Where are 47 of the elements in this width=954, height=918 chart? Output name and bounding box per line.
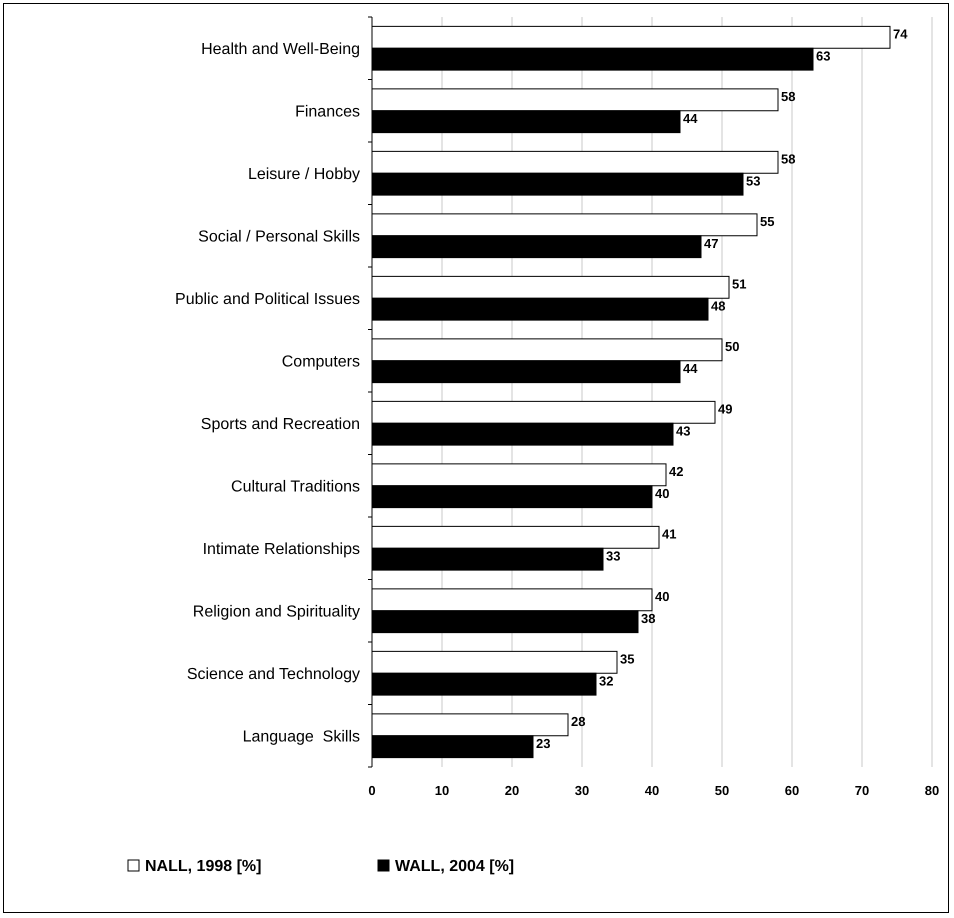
y-tick-label: Intimate Relationships [202, 540, 360, 558]
data-label: 58 [781, 89, 796, 104]
data-label: 63 [816, 48, 830, 64]
y-tick-label: Leisure / Hobby [248, 166, 360, 183]
x-tick-label: 80 [924, 783, 940, 798]
y-tick-label: Social / Personal Skills [198, 228, 360, 246]
data-label: 33 [606, 548, 620, 564]
y-tick-label: Religion and Spirituality [192, 603, 360, 620]
data-label: 55 [760, 214, 774, 230]
data-label: 38 [641, 610, 656, 626]
data-label: 53 [746, 173, 760, 188]
data-label: 49 [718, 402, 732, 417]
data-label: 42 [669, 464, 684, 480]
y-tick-label: Finances [295, 103, 360, 120]
data-label: 23 [536, 736, 550, 751]
y-tick-label: Science and Technology [186, 666, 360, 683]
y-tick-label: Public and Political Issues [175, 290, 360, 308]
data-label: 51 [732, 276, 746, 292]
data-label: 32 [599, 673, 614, 688]
legend-label: WALL, 2004 [%] [395, 858, 514, 875]
y-tick-label: Health and Well-Being [201, 40, 360, 58]
x-tick-label: 20 [504, 783, 520, 798]
data-label: 41 [662, 526, 676, 542]
data-label: 48 [711, 298, 726, 314]
data-label: 44 [683, 110, 698, 126]
data-label: 50 [725, 339, 740, 354]
data-label: 28 [571, 714, 586, 730]
x-tick-label: 50 [714, 783, 730, 798]
data-label: 43 [676, 423, 690, 438]
data-label: 40 [655, 589, 670, 604]
x-tick-label: 10 [434, 783, 450, 798]
legend-label: NALL, 1998 [%] [145, 858, 262, 875]
y-tick-label: Sports and Recreation [200, 416, 360, 433]
y-tick-label: Computers [282, 353, 360, 370]
data-label: 58 [781, 152, 796, 167]
data-label: 47 [704, 236, 718, 251]
x-tick-label: 70 [854, 783, 870, 798]
data-label: 35 [620, 652, 634, 667]
data-label: 74 [893, 26, 908, 42]
x-tick-label: 0 [368, 783, 376, 798]
x-tick-label: 30 [574, 783, 590, 798]
x-tick-label: 60 [784, 783, 800, 798]
y-tick-label: Cultural Traditions [231, 478, 360, 496]
data-label: 40 [655, 486, 670, 501]
y-tick-label: Language Skills [242, 728, 360, 746]
x-tick-label: 40 [644, 783, 660, 798]
data-label: 44 [683, 360, 698, 376]
